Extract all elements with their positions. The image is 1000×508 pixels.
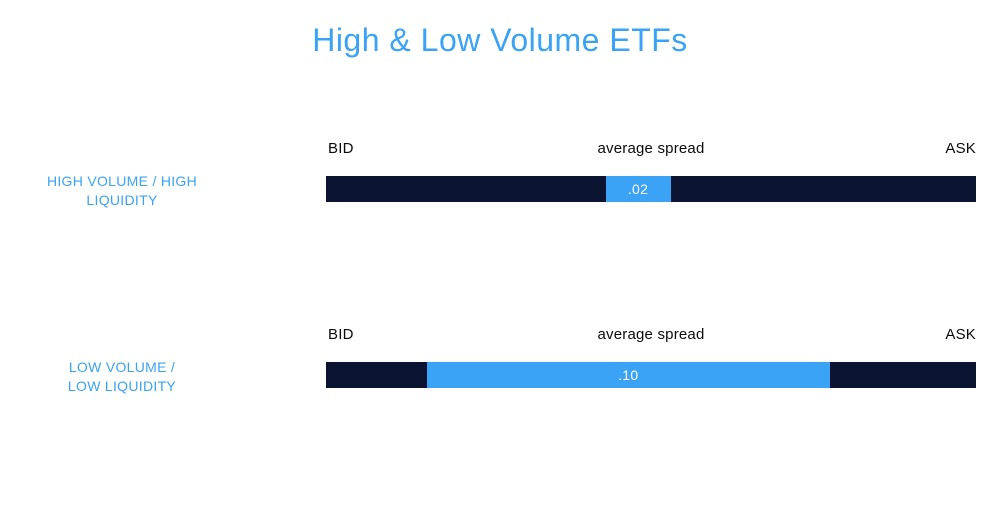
bar-labels: BID average spread ASK <box>326 140 976 166</box>
bid-label: BID <box>328 326 354 343</box>
bar-labels: BID average spread ASK <box>326 326 976 352</box>
spread-value: .02 <box>606 176 671 202</box>
bar-wrap: BID average spread ASK .10 <box>326 326 976 388</box>
bar-segment-dark <box>671 176 977 202</box>
bar-segment-dark <box>830 362 976 388</box>
spread-value: .10 <box>427 362 830 388</box>
chart-title: High & Low Volume ETFs <box>0 0 1000 59</box>
bar-segment-dark <box>326 362 427 388</box>
side-label-high-volume: HIGH VOLUME / HIGHLIQUIDITY <box>0 172 272 210</box>
bid-label: BID <box>328 140 354 157</box>
average-spread-label: average spread <box>597 140 704 157</box>
spread-bar: .10 <box>326 362 976 388</box>
average-spread-label: average spread <box>597 326 704 343</box>
ask-label: ASK <box>945 140 976 157</box>
side-label-low-volume: LOW VOLUME /LOW LIQUIDITY <box>0 358 272 396</box>
spread-bar: .02 <box>326 176 976 202</box>
bar-wrap: BID average spread ASK .02 <box>326 140 976 202</box>
bar-segment-dark <box>326 176 606 202</box>
ask-label: ASK <box>945 326 976 343</box>
